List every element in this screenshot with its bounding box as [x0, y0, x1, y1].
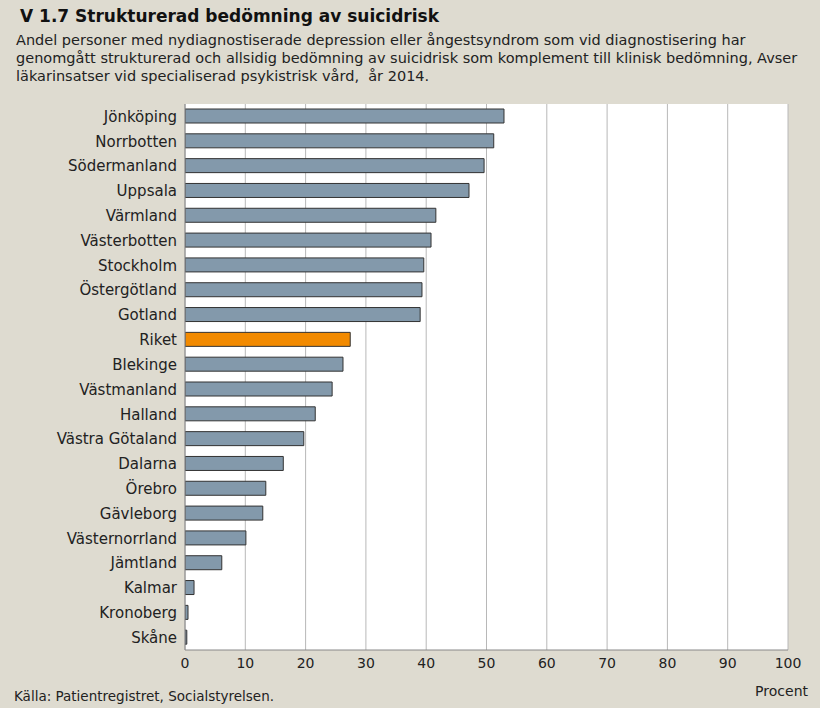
- svg-text:50: 50: [478, 655, 496, 671]
- svg-text:Västra Götaland: Västra Götaland: [57, 430, 177, 448]
- svg-text:Jönköping: Jönköping: [103, 108, 177, 126]
- svg-text:Värmland: Värmland: [106, 207, 177, 225]
- svg-text:40: 40: [417, 655, 435, 671]
- svg-text:30: 30: [357, 655, 375, 671]
- svg-text:Västerbotten: Västerbotten: [80, 232, 177, 250]
- svg-text:Dalarna: Dalarna: [118, 455, 177, 473]
- svg-text:90: 90: [719, 655, 737, 671]
- svg-text:Norrbotten: Norrbotten: [95, 133, 177, 151]
- html-text:Källa: Patientregistret, Socia: Källa: Patientregistret, Socialstyrelsen…: [14, 688, 274, 704]
- svg-text:10: 10: [236, 655, 254, 671]
- svg-text:Riket: Riket: [139, 331, 177, 349]
- svg-text:Blekinge: Blekinge: [112, 356, 177, 374]
- svg-text:Kronoberg: Kronoberg: [99, 604, 177, 622]
- svg-text:Västmanland: Västmanland: [79, 381, 177, 399]
- svg-text:70: 70: [598, 655, 616, 671]
- svg-text:Uppsala: Uppsala: [117, 182, 177, 200]
- html-text:Procent: Procent: [755, 683, 808, 699]
- svg-text:Gävleborg: Gävleborg: [100, 505, 177, 523]
- svg-text:Stockholm: Stockholm: [98, 257, 177, 275]
- svg-text:Södermanland: Södermanland: [68, 157, 177, 175]
- svg-text:Västernorrland: Västernorrland: [67, 530, 177, 548]
- html-text:Andel personer med nydiagnosti: Andel personer med nydiagnostiserade dep…: [16, 32, 807, 84]
- svg-text:60: 60: [538, 655, 556, 671]
- svg-text:Jämtland: Jämtland: [110, 554, 178, 572]
- svg-text:0: 0: [181, 655, 190, 671]
- svg-text:80: 80: [658, 655, 676, 671]
- svg-text:Gotland: Gotland: [118, 306, 177, 324]
- svg-text:Halland: Halland: [120, 406, 177, 424]
- svg-text:20: 20: [297, 655, 315, 671]
- svg-text:Kalmar: Kalmar: [124, 579, 178, 597]
- svg-text:Östergötland: Östergötland: [79, 280, 177, 299]
- svg-text:Skåne: Skåne: [131, 629, 177, 647]
- svg-text:100: 100: [775, 655, 802, 671]
- svg-text:Örebro: Örebro: [126, 479, 177, 498]
- html-text:V 1.7 Strukturerad bedömning a: V 1.7 Strukturerad bedömning av suicidri…: [20, 6, 439, 26]
